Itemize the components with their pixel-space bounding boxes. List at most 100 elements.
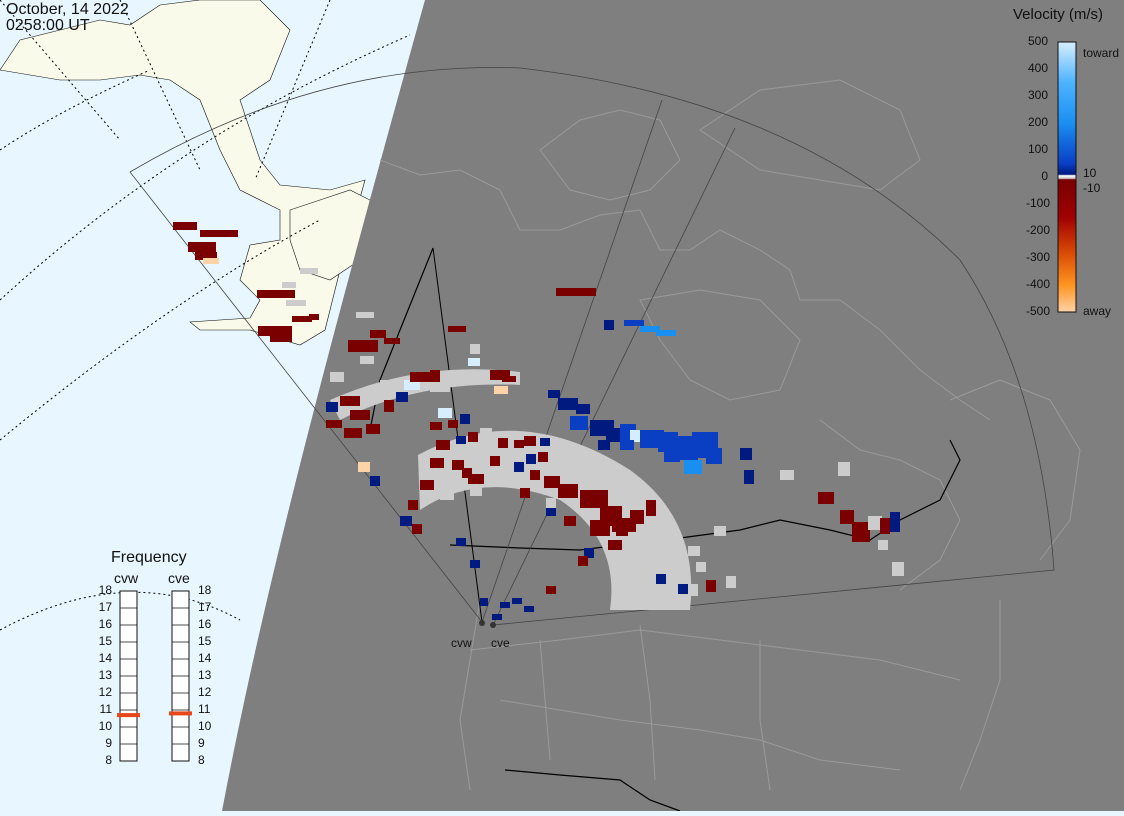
velocity-cell — [468, 474, 484, 484]
velocity-cell — [360, 356, 374, 364]
velocity-cell — [410, 372, 440, 382]
colorbar-tick: 500 — [1027, 34, 1048, 48]
velocity-cell — [624, 320, 644, 326]
velocity-cell — [358, 462, 370, 472]
velocity-cell — [512, 598, 522, 604]
velocity-cell — [396, 392, 408, 402]
velocity-cell — [598, 440, 610, 450]
velocity-scatter — [173, 222, 904, 620]
velocity-cell — [540, 438, 550, 446]
frequency-marker-cve — [169, 711, 192, 716]
colorbar-tick: 400 — [1027, 61, 1048, 75]
velocity-cell — [604, 320, 614, 330]
velocity-cell — [520, 488, 530, 498]
velocity-cell — [546, 586, 556, 594]
velocity-cell — [576, 404, 590, 414]
frequency-radar-cve-label: cve — [168, 570, 190, 586]
velocity-cell — [706, 448, 722, 464]
velocity-cell — [688, 546, 700, 556]
velocity-cell — [440, 490, 454, 500]
velocity-cell — [452, 460, 464, 470]
frequency-tick-right: 8 — [198, 753, 205, 767]
velocity-cell — [892, 562, 904, 576]
velocity-cell — [688, 584, 698, 596]
velocity-cell — [558, 484, 578, 498]
frequency-tick-left: 16 — [98, 617, 112, 631]
velocity-cell — [480, 428, 492, 436]
frequency-tick-right: 17 — [198, 600, 212, 614]
velocity-cell — [564, 516, 576, 526]
velocity-cell — [430, 384, 450, 392]
velocity-cell — [326, 402, 338, 412]
colorbar-tick: 100 — [1027, 142, 1048, 156]
colorbar-tick: -200 — [1026, 223, 1051, 237]
velocity-cell — [514, 462, 524, 472]
frequency-tick-left: 15 — [98, 634, 112, 648]
velocity-cell — [726, 576, 736, 588]
velocity-cell — [714, 526, 726, 536]
velocity-cell — [400, 516, 412, 526]
velocity-cell — [384, 338, 400, 344]
frequency-bar-cve — [169, 590, 192, 762]
velocity-cell — [890, 512, 900, 532]
velocity-cell — [470, 560, 480, 568]
velocity-cell — [356, 312, 374, 318]
velocity-cell — [656, 574, 666, 584]
frequency-tick-right: 11 — [198, 702, 211, 716]
velocity-cell — [590, 520, 610, 536]
velocity-cell — [350, 410, 370, 420]
velocity-cell — [498, 438, 508, 448]
site-cve-marker — [490, 622, 496, 628]
frequency-tick-right: 13 — [198, 668, 212, 682]
velocity-cell — [468, 358, 480, 366]
velocity-cell — [292, 316, 312, 322]
colorbar-neg-threshold: -10 — [1083, 181, 1101, 195]
night-region — [222, 0, 1124, 811]
velocity-cell — [456, 436, 466, 444]
velocity-cell — [430, 370, 440, 380]
velocity-cell — [286, 300, 306, 306]
velocity-cell — [468, 432, 478, 442]
velocity-cell — [173, 222, 197, 230]
velocity-cell — [309, 314, 319, 320]
velocity-cell — [678, 584, 688, 594]
coastlines — [379, 79, 1081, 791]
velocity-cell — [546, 498, 556, 508]
velocity-cell — [578, 556, 588, 566]
frequency-tick-left: 11 — [99, 702, 112, 716]
velocity-cell — [502, 376, 516, 382]
velocity-cell — [257, 290, 295, 298]
frequency-tick-right: 18 — [198, 583, 212, 597]
colorbar-tick: -500 — [1026, 304, 1051, 318]
frequency-tick-right: 14 — [198, 651, 212, 665]
velocity-cell — [492, 614, 502, 620]
velocity-cell — [570, 416, 588, 430]
velocity-cell — [480, 598, 488, 606]
frequency-panel — [117, 590, 192, 762]
velocity-cell — [500, 602, 510, 608]
daylight-land — [0, 0, 371, 346]
colorbar-tick: -300 — [1026, 250, 1051, 264]
frequency-tick-left: 9 — [105, 736, 112, 750]
velocity-cell — [330, 372, 344, 382]
velocity-cell — [370, 330, 386, 338]
velocity-cell — [558, 398, 578, 410]
colorbar-tick: 0 — [1041, 169, 1048, 183]
velocity-cell — [470, 488, 482, 496]
fov-outlines — [129, 67, 1055, 626]
velocity-cell — [838, 462, 850, 476]
frequency-tick-right: 10 — [198, 719, 212, 733]
velocity-cell — [852, 522, 870, 542]
velocity-cell — [270, 334, 292, 342]
velocity-cell — [818, 492, 834, 504]
velocity-cell — [200, 230, 238, 237]
velocity-cell — [344, 428, 362, 438]
velocity-cell — [300, 268, 318, 274]
frequency-title: Frequency — [111, 549, 187, 566]
velocity-cell — [664, 450, 680, 462]
velocity-cell — [548, 390, 560, 398]
velocity-cell — [420, 480, 434, 490]
site-label-cvw: cvw — [451, 636, 472, 650]
velocity-cell — [404, 380, 420, 390]
